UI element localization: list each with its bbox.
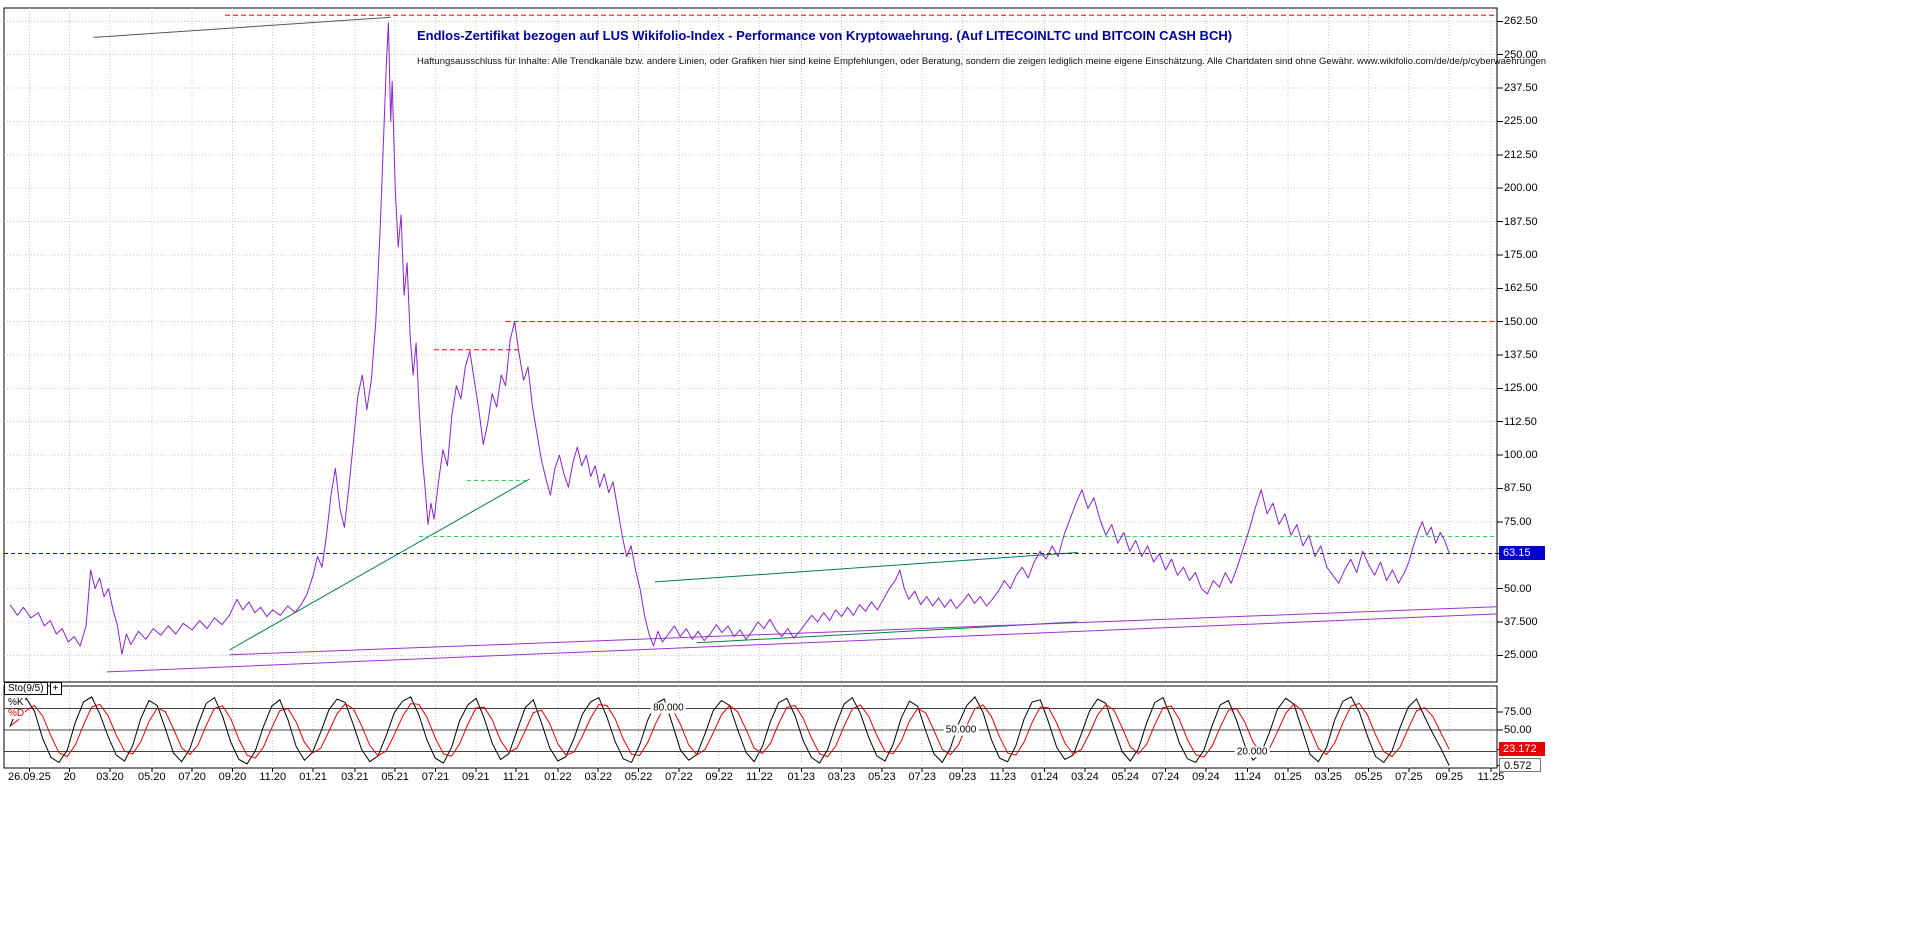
upper-channel-line <box>93 16 391 38</box>
price-axis-label: 250.00 <box>1504 48 1538 61</box>
time-axis-label: 09.25 <box>1435 771 1463 783</box>
indicator-expand-icon[interactable]: + <box>49 682 62 695</box>
chart-disclaimer: Haftungsausschluss für Inhalte: Alle Tre… <box>417 56 1547 67</box>
time-axis-label: 05.20 <box>138 771 166 783</box>
time-axis-label: 07.20 <box>178 771 206 783</box>
time-axis-label: 09.21 <box>462 771 490 783</box>
time-axis-label: 01.24 <box>1030 771 1059 783</box>
time-axis-label: 03.25 <box>1314 771 1343 783</box>
k-series-label: %K <box>7 697 25 708</box>
stochastic-level-label: 20.000 <box>1234 746 1270 758</box>
indicator-name-box[interactable]: Sto(9/5) <box>4 682 48 695</box>
price-axis-label: 112.50 <box>1504 415 1537 428</box>
chart-title: Endlos-Zertifikat bezogen auf LUS Wikifo… <box>417 28 1233 43</box>
long-support-purple-2 <box>229 606 1498 656</box>
time-axis-label: 26.09.25 <box>7 771 51 783</box>
time-axis-label: 03.24 <box>1071 771 1099 783</box>
price-series-line <box>9 22 1450 655</box>
d-series-label: %D <box>7 708 26 719</box>
green-support-2021 <box>229 478 530 651</box>
price-axis-label: 225.00 <box>1504 115 1538 128</box>
price-axis-label: 25.000 <box>1504 649 1538 662</box>
time-axis-label: 11.23 <box>989 771 1017 783</box>
time-axis-label: 09.23 <box>948 771 977 783</box>
stochastic-level-label: 80.000 <box>651 702 686 714</box>
stochastic-axis-label: 75.00 <box>1504 706 1532 718</box>
stochastic-axis-label: 50.00 <box>1504 724 1532 736</box>
time-axis-label: 07.25 <box>1395 771 1423 783</box>
price-axis-label: 200.00 <box>1504 182 1538 195</box>
price-axis-label: 262.50 <box>1504 15 1538 28</box>
time-axis-label: 03.22 <box>584 771 612 783</box>
price-axis-label: 237.50 <box>1504 82 1538 95</box>
stochastic-legend: Sto(9/5) + <box>4 682 62 695</box>
price-axis-label: 50.00 <box>1504 582 1532 595</box>
long-support-purple-1 <box>106 613 1498 673</box>
price-axis-label: 37.500 <box>1504 615 1538 628</box>
mid-channel-upper-green <box>654 552 1078 583</box>
price-axis-label: 150.00 <box>1504 315 1538 328</box>
time-axis-label: 11.22 <box>746 771 773 783</box>
time-axis-label: 01.21 <box>299 771 327 783</box>
time-axis-label: 09.20 <box>218 771 247 783</box>
stochastic-k-value-badge: 0.572 <box>1499 757 1541 772</box>
time-axis-label: 05.23 <box>868 771 896 783</box>
price-axis-label: 75.00 <box>1504 515 1532 528</box>
time-axis-label: 07.22 <box>665 771 693 783</box>
price-axis-label: 212.50 <box>1504 148 1538 161</box>
time-axis-label: 11.20 <box>259 771 287 783</box>
time-axis-label: 03.23 <box>827 771 856 783</box>
price-axis-label: 175.00 <box>1504 248 1538 261</box>
time-axis-label: 07.23 <box>908 771 936 783</box>
time-axis-label: 05.25 <box>1354 771 1383 783</box>
price-axis-label: 187.50 <box>1504 215 1538 228</box>
time-axis-label: 11.25 <box>1477 771 1505 783</box>
time-axis-label: 09.22 <box>705 771 733 783</box>
time-axis-label: 07.21 <box>421 771 450 783</box>
time-axis-label: 20 <box>63 771 76 783</box>
time-axis-label: 05.24 <box>1111 771 1139 783</box>
time-axis-label: 07.24 <box>1151 771 1180 783</box>
price-axis-label: 125.00 <box>1504 382 1538 395</box>
stochastic-d-line <box>9 702 1450 759</box>
time-axis-label: 11.24 <box>1234 771 1262 783</box>
time-axis-label: 03.20 <box>96 771 124 783</box>
price-axis-label: 87.50 <box>1504 482 1532 495</box>
time-axis-label: 01.22 <box>544 771 572 783</box>
time-axis-label: 01.25 <box>1274 771 1302 783</box>
time-axis-label: 01.23 <box>787 771 816 783</box>
time-axis-label: 09.24 <box>1192 771 1220 783</box>
time-axis-label: 05.21 <box>381 771 409 783</box>
time-axis-label: 03.21 <box>341 771 369 783</box>
time-axis-label: 11.21 <box>502 771 530 783</box>
stochastic-level-label: 50.000 <box>943 724 979 736</box>
price-axis-label: 137.50 <box>1504 349 1538 361</box>
time-axis-label: 05.22 <box>624 771 653 783</box>
price-axis-label: 162.50 <box>1504 282 1538 295</box>
current-price-badge: 63.15 <box>1499 546 1545 561</box>
price-axis-label: 100.00 <box>1504 449 1538 462</box>
stochastic-d-value-badge: 23.172 <box>1499 742 1545 757</box>
